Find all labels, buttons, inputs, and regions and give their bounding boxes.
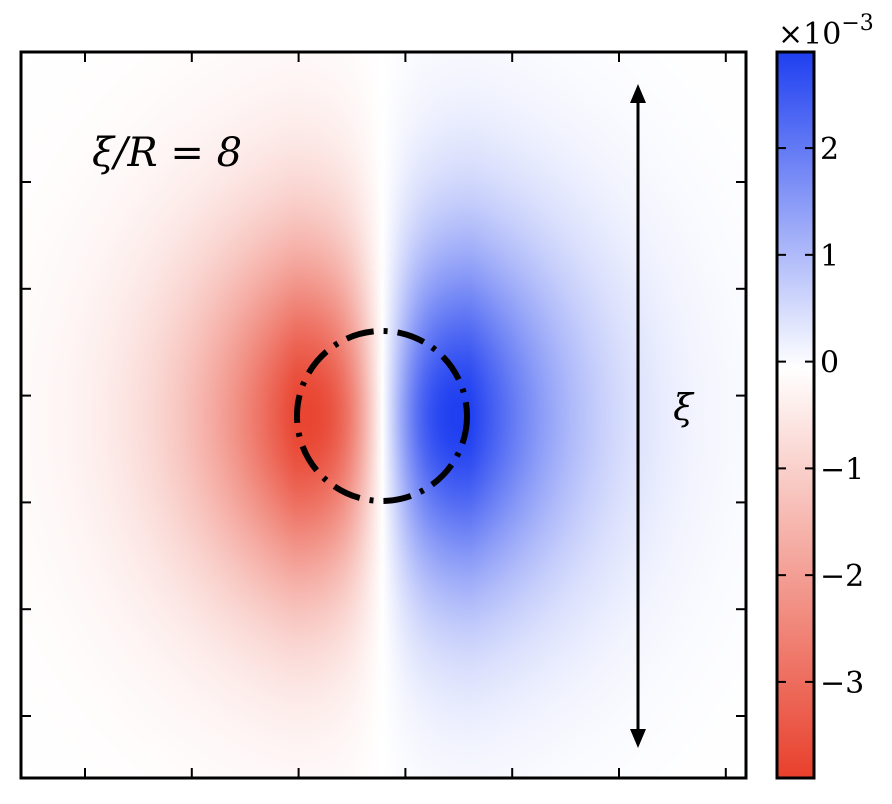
colorbar-multiplier-base: ×10 <box>778 17 841 52</box>
heatmap-canvas <box>21 52 746 778</box>
colorbar <box>775 50 816 780</box>
arrow-label: ξ <box>673 388 695 429</box>
colorbar-tick-label: 2 <box>820 132 839 167</box>
colorbar-tick-label: −2 <box>820 559 864 594</box>
colorbar-ticks: 2 1 0 −1 −2 −3 <box>777 132 864 701</box>
xi-arrow <box>630 84 646 748</box>
ratio-annotation: ξ/R = 8 <box>92 130 242 176</box>
arrow-head-bottom <box>630 729 646 748</box>
core-circle <box>294 328 470 504</box>
colorbar-tick-label: −3 <box>820 666 864 701</box>
colorbar-tick-label: 1 <box>820 239 839 274</box>
heatmap-area <box>21 52 746 778</box>
axis-ticks <box>21 52 746 778</box>
colorbar-tick-label: 0 <box>820 346 839 381</box>
colorbar-multiplier-exponent: −3 <box>841 11 873 36</box>
arrow-head-top <box>630 84 646 103</box>
colorbar-tick-label: −1 <box>820 452 864 487</box>
colorbar-multiplier: ×10−3 <box>778 11 874 52</box>
plot-frame <box>19 50 748 780</box>
